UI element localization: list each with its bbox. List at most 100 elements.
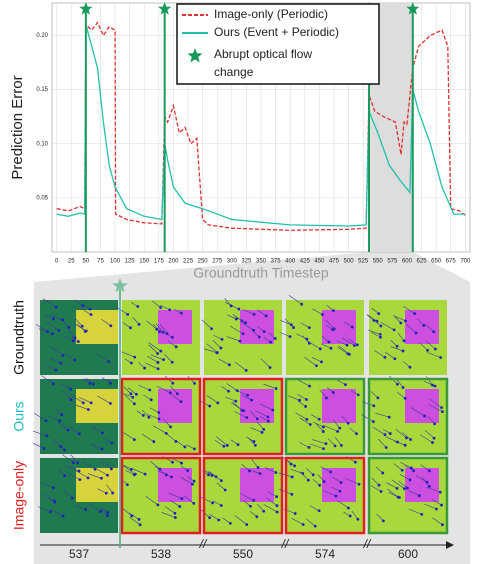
flow-point — [81, 304, 85, 308]
flow-point — [236, 443, 240, 447]
flow-arrow — [428, 404, 443, 412]
flow-point — [99, 510, 103, 513]
flow-arrow — [247, 437, 256, 446]
y-tick-label: 0.10 — [36, 141, 48, 147]
flow-arrow — [68, 425, 80, 435]
flow-arrow — [70, 454, 78, 463]
axis-break: // — [363, 537, 372, 551]
flow-arrow — [166, 433, 177, 442]
flow-arrow — [123, 386, 132, 395]
flow-point — [329, 470, 333, 474]
flow-point — [257, 335, 261, 339]
flow-arrow — [341, 416, 349, 424]
flow-arrow — [366, 314, 378, 322]
row-label: Image-only — [11, 461, 27, 530]
flow-arrow — [314, 422, 324, 432]
flow-point — [130, 514, 134, 518]
flow-point — [168, 308, 172, 312]
flow-arrow — [226, 336, 241, 342]
flow-point — [77, 469, 81, 473]
flow-point — [137, 322, 141, 326]
flow-arrow — [331, 486, 341, 492]
flow-arrow — [60, 383, 71, 390]
flow-point — [382, 519, 385, 523]
flow-point — [338, 426, 342, 430]
flow-point — [275, 504, 279, 508]
flow-point — [356, 393, 360, 397]
flow-point — [250, 398, 253, 402]
flow-arrow — [372, 426, 386, 435]
x-tick-label: 400 — [285, 259, 296, 265]
flow-arrow — [57, 421, 69, 431]
column-label: 537 — [69, 547, 89, 561]
flow-point — [100, 447, 104, 451]
flow-point — [376, 396, 380, 400]
flow-arrow — [141, 433, 154, 442]
flow-arrow — [257, 503, 264, 512]
flow-point — [70, 496, 74, 500]
flow-arrow — [199, 496, 213, 504]
flow-point — [403, 487, 406, 491]
flow-arrow — [41, 375, 54, 385]
flow-arrow — [43, 314, 54, 320]
flow-point — [227, 363, 231, 367]
flow-arrow — [349, 427, 357, 434]
flow-point — [219, 504, 223, 507]
flow-arrow — [416, 475, 428, 483]
flow-point — [256, 466, 260, 469]
time-axis-arrow — [446, 541, 454, 549]
flow-arrow — [46, 364, 57, 371]
flow-point — [408, 478, 412, 482]
flow-arrow — [249, 510, 258, 517]
flow-point — [333, 444, 337, 448]
flow-arrow — [400, 461, 412, 469]
flow-point — [260, 430, 264, 434]
x-tick-label: 650 — [431, 259, 442, 265]
flow-point — [133, 355, 137, 359]
flow-point — [109, 381, 112, 385]
flow-arrow — [424, 323, 434, 332]
flow-point — [61, 353, 65, 357]
x-tick-label: 525 — [358, 259, 369, 265]
flow-point — [175, 392, 179, 396]
flow-point — [238, 339, 242, 343]
flow-point — [356, 517, 360, 521]
flow-point — [288, 335, 292, 339]
flow-point — [339, 481, 343, 484]
flow-point — [372, 404, 376, 408]
flow-point — [433, 347, 437, 351]
flow-arrow — [153, 323, 160, 332]
flow-point — [249, 504, 252, 508]
flow-arrow — [50, 314, 63, 321]
flow-point — [274, 471, 278, 474]
x-tick-label: 75 — [97, 259, 104, 265]
flow-point — [395, 382, 399, 386]
flow-point — [186, 469, 190, 473]
flow-point — [292, 326, 295, 329]
x-tick-label: 425 — [300, 259, 311, 265]
flow-point — [245, 523, 249, 526]
flow-point — [252, 312, 256, 316]
flow-point — [269, 340, 272, 344]
flow-point — [408, 365, 412, 369]
flow-point — [320, 313, 324, 316]
flow-point — [339, 444, 343, 447]
flow-arrow — [426, 341, 436, 350]
flow-point — [106, 473, 109, 477]
flow-arrow — [427, 352, 441, 358]
flow-arrow — [125, 470, 135, 475]
flow-point — [387, 415, 391, 419]
flow-point — [237, 307, 241, 311]
flow-arrow — [348, 338, 358, 346]
flow-arrow — [207, 471, 222, 481]
flow-arrow — [214, 440, 225, 447]
flow-arrow — [180, 477, 193, 485]
flow-object — [240, 468, 274, 502]
flow-point — [178, 505, 182, 508]
cell-border — [120, 377, 202, 456]
flow-point — [336, 429, 339, 433]
flow-point — [289, 462, 293, 466]
flow-arrow — [370, 331, 381, 338]
flow-arrow — [334, 437, 342, 446]
